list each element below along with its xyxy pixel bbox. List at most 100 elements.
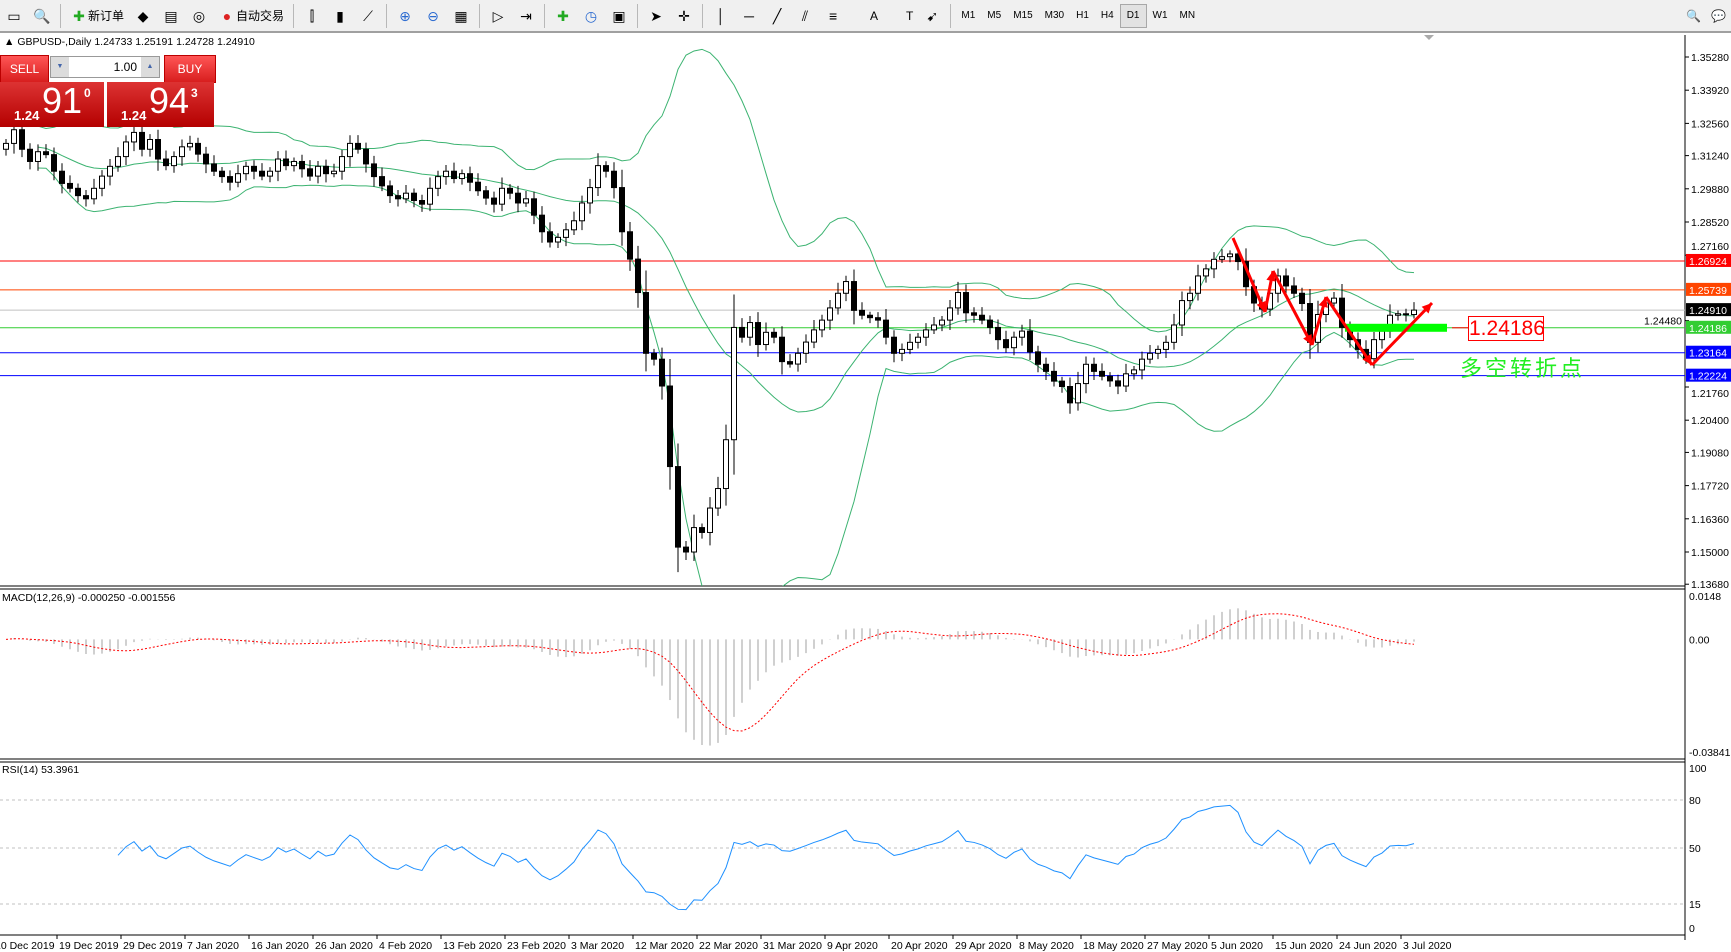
candle <box>219 166 225 183</box>
candle <box>899 343 905 362</box>
auto-trading-button[interactable]: ● 自动交易 <box>214 3 288 29</box>
timeframe-h1[interactable]: H1 <box>1076 10 1089 21</box>
candle-body <box>475 181 481 192</box>
candle <box>915 332 921 349</box>
line-chart-icon: ⟋ <box>363 7 373 24</box>
candle-body <box>115 156 121 167</box>
vertical-line-button[interactable]: │ <box>708 3 734 29</box>
candle <box>315 160 321 184</box>
text-button[interactable]: A <box>848 3 882 29</box>
fibonacci-button[interactable]: ≡ <box>820 3 846 29</box>
chart-menu-triangle-icon[interactable]: ▲ <box>4 36 18 48</box>
timeframe-d1[interactable]: D1 <box>1119 3 1147 28</box>
zoom-chart-button[interactable]: 🔍 <box>29 3 55 29</box>
decrease-lot-icon[interactable]: ▼ <box>51 57 69 77</box>
candle <box>643 270 649 372</box>
arrows-button[interactable]: ➹ <box>919 3 945 29</box>
timeframe-m1[interactable]: M1 <box>961 10 976 21</box>
date-tick-label: 31 Mar 2020 <box>763 940 822 952</box>
rsi-pane <box>0 799 1685 911</box>
candle-body <box>747 322 753 338</box>
price-tick-label: 1.27160 <box>1691 241 1729 253</box>
lot-size-input[interactable]: 1.00 <box>113 60 137 74</box>
search-icon[interactable]: 🔍 <box>1686 8 1702 23</box>
candle <box>891 330 897 363</box>
zoom-out-button[interactable]: ⊖ <box>420 3 446 29</box>
bar-chart-button[interactable]: ⫿ <box>299 3 325 29</box>
indicators-button[interactable]: ✚ <box>550 3 576 29</box>
candle <box>1083 356 1089 394</box>
price-tick-label: 1.17720 <box>1691 481 1729 493</box>
candle <box>259 163 265 181</box>
rsi-axis-label: 80 <box>1689 795 1701 807</box>
candle <box>803 334 809 363</box>
chart-shift-button[interactable]: ▷ <box>485 3 511 29</box>
candle <box>195 137 201 162</box>
candle <box>131 125 137 152</box>
templates-button[interactable]: ▣ <box>606 3 632 29</box>
candle <box>147 134 153 157</box>
navigator-button[interactable]: ▤ <box>158 3 184 29</box>
timeframe-mn[interactable]: MN <box>1179 10 1196 21</box>
candle-body <box>91 187 97 200</box>
candle-body <box>1099 370 1105 377</box>
price-tick-label: 1.33920 <box>1691 85 1729 97</box>
sell-button[interactable]: SELL <box>0 55 49 83</box>
candle-body <box>523 198 529 204</box>
candle-body <box>1003 339 1009 349</box>
buy-button[interactable]: BUY <box>164 55 216 83</box>
candle-body <box>251 165 257 172</box>
crosshair-button[interactable]: ✛ <box>671 3 697 29</box>
cursor-button[interactable]: ➤ <box>643 3 669 29</box>
horizontal-line-button[interactable]: ─ <box>736 3 762 29</box>
signal-button[interactable]: ◎ <box>186 3 212 29</box>
sell-price[interactable]: 1.24 91 0 <box>0 80 104 127</box>
candle-body <box>891 336 897 354</box>
candle <box>987 315 993 335</box>
candle-body <box>963 292 969 314</box>
increase-lot-icon[interactable]: ▲ <box>141 57 159 77</box>
candle-body <box>987 319 993 328</box>
trendline-button[interactable]: ╱ <box>764 3 790 29</box>
tile-windows-button[interactable]: ▦ <box>448 3 474 29</box>
rsi-axis-label: 15 <box>1689 899 1701 911</box>
candle <box>83 189 89 207</box>
candle-body <box>1115 380 1121 387</box>
timeframe-m15[interactable]: M15 <box>1013 10 1033 21</box>
candle-body <box>1059 380 1065 388</box>
text-label-button[interactable]: T <box>884 3 917 29</box>
new-order-button[interactable]: ✚ 新订单 <box>66 3 128 29</box>
chat-icon[interactable]: 💬 <box>1711 8 1726 23</box>
candle <box>843 275 849 302</box>
candle <box>763 322 769 351</box>
timeframe-m30[interactable]: M30 <box>1044 10 1065 21</box>
timeframe-m5[interactable]: M5 <box>987 10 1002 21</box>
autoscroll-button[interactable]: ⇥ <box>513 3 539 29</box>
candle <box>155 129 161 171</box>
timeframe-w1[interactable]: W1 <box>1152 10 1168 21</box>
candle <box>1091 357 1097 380</box>
candle-body <box>1179 300 1185 326</box>
candle-body <box>699 527 705 533</box>
equidistant-channel-button[interactable]: ⫽ <box>792 3 818 29</box>
candle <box>491 191 497 213</box>
timeframe-h4[interactable]: H4 <box>1100 10 1114 21</box>
candlestick-button[interactable]: ▮ <box>327 3 353 29</box>
chart-window-button[interactable]: ▭ <box>1 3 27 29</box>
candle-body <box>1011 336 1017 349</box>
candle-body <box>227 176 233 183</box>
buy-price[interactable]: 1.24 94 3 <box>107 80 214 127</box>
macd-label: MACD(12,26,9) -0.000250 -0.001556 <box>2 592 176 604</box>
date-tick-label: 5 Jun 2020 <box>1211 940 1263 952</box>
bollinger-middle-band <box>37 146 1415 413</box>
candle <box>347 135 353 167</box>
rsi-axis-label: 50 <box>1689 843 1701 855</box>
market-watch-button[interactable]: ◆ <box>130 3 156 29</box>
line-chart-button[interactable]: ⟋ <box>355 3 381 29</box>
periods-button[interactable]: ◷ <box>578 3 604 29</box>
zoom-in-button[interactable]: ⊕ <box>392 3 418 29</box>
candle-body <box>1331 297 1337 304</box>
candle-body <box>171 156 177 167</box>
lot-size-stepper[interactable]: ▼ 1.00 ▲ <box>50 56 160 78</box>
